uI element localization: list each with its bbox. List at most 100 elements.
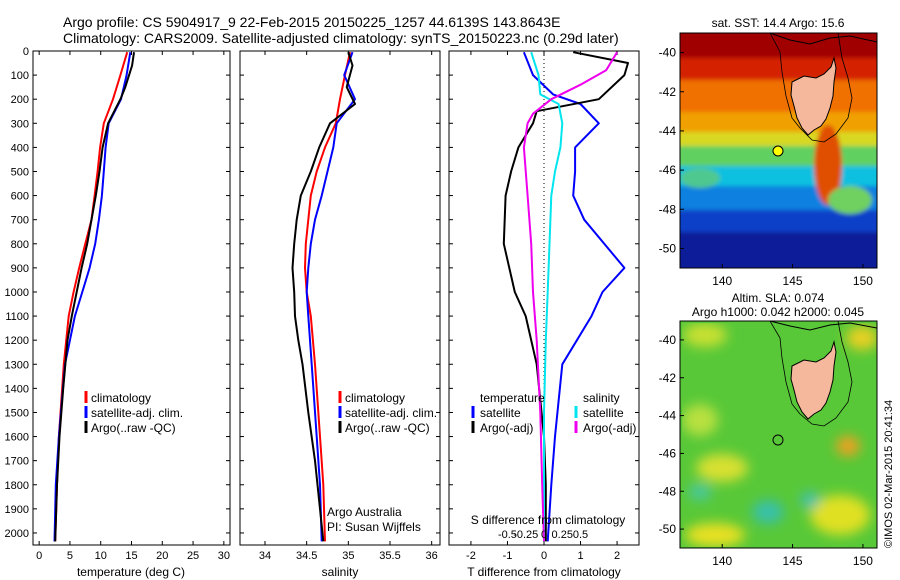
sla-orange-blob bbox=[836, 436, 860, 456]
x-tick-label: 5 bbox=[67, 550, 73, 562]
depth-tick-label: 1500 bbox=[5, 407, 29, 419]
salinity-difference-ticklabels: -0.5-0.25 0 0.25 0.5 bbox=[498, 529, 588, 541]
x-tick-label: -1 bbox=[503, 550, 513, 562]
difference-top-xlabel: S difference from climatology bbox=[471, 513, 626, 527]
x-tick-label: 1 bbox=[577, 550, 583, 562]
legend-s-satellite: satellite bbox=[583, 406, 624, 420]
difference-legend: temperature satellite Argo(-adj) salinit… bbox=[471, 391, 636, 435]
temperature-ticks: 0100200300400500600700800900100011001200… bbox=[5, 46, 230, 562]
figure-title-line1: Argo profile: CS 5904917_9 22-Feb-2015 2… bbox=[63, 14, 560, 30]
sst-map-title: sat. SST: 14.4 Argo: 15.6 bbox=[712, 16, 845, 30]
sst-argo-marker bbox=[772, 145, 784, 157]
sst-map-panel: sat. SST: 14.4 Argo: 15.6 bbox=[659, 16, 878, 288]
sst-coast-mainland bbox=[769, 33, 877, 45]
depth-tick-label: 1800 bbox=[5, 480, 29, 492]
map-y-tick-label: -46 bbox=[659, 446, 677, 460]
sla-map-title-line2: Argo h1000: 0.042 h2000: 0.045 bbox=[692, 305, 864, 319]
sla-yellow-blob bbox=[682, 404, 718, 436]
salinity-legend-argo: Argo(..raw -QC) bbox=[345, 421, 430, 435]
series-line bbox=[54, 52, 135, 542]
depth-tick-label: 1300 bbox=[5, 359, 29, 371]
map-y-tick-label: -40 bbox=[659, 333, 677, 347]
difference-panel: -2 -1 0 1 2 T difference from climatology S … bbox=[448, 50, 640, 579]
depth-tick-label: 1400 bbox=[5, 383, 29, 395]
depth-tick-label: 1100 bbox=[5, 311, 29, 323]
temperature-legend: climatology satellite-adj. clim. Argo(..… bbox=[84, 391, 183, 435]
map-y-tick-label: -44 bbox=[659, 409, 677, 423]
depth-tick-label: 2000 bbox=[5, 528, 29, 540]
sla-coast-mainland bbox=[769, 321, 877, 331]
legend-t-argo: Argo(-adj) bbox=[480, 421, 533, 435]
depth-tick-label: 0 bbox=[23, 46, 29, 58]
map-y-tick-label: -44 bbox=[659, 124, 677, 138]
series-line bbox=[522, 51, 626, 542]
sla-map-panel: Altim. SLA: 0.074 Argo h1000: 0.042 h200… bbox=[659, 291, 878, 568]
x-tick-label: -2 bbox=[466, 550, 476, 562]
salinity-legend: climatology satellite-adj. clim. Argo(..… bbox=[338, 391, 437, 435]
sla-contour bbox=[769, 321, 853, 427]
map-y-tick-label: -40 bbox=[659, 46, 677, 60]
salinity-legend-satellite: satellite-adj. clim. bbox=[345, 406, 437, 420]
legend-header-temperature: temperature bbox=[480, 391, 545, 405]
sla-map-title-line1: Altim. SLA: 0.074 bbox=[732, 291, 825, 305]
s-diff-tick-label: -0.5 bbox=[498, 529, 517, 541]
x-tick-label: 10 bbox=[95, 550, 107, 562]
map-x-tick-label: 150 bbox=[853, 274, 873, 288]
depth-tick-label: 200 bbox=[11, 94, 29, 106]
temperature-panel: 0100200300400500600700800900100011001200… bbox=[5, 46, 231, 579]
salinity-axes bbox=[239, 50, 441, 546]
legend-header-salinity: salinity bbox=[583, 391, 620, 405]
depth-tick-label: 400 bbox=[11, 142, 29, 154]
sst-green-patch2 bbox=[680, 168, 720, 188]
map-x-tick-label: 145 bbox=[783, 554, 803, 568]
series-line bbox=[530, 51, 564, 542]
sst-contour bbox=[769, 33, 853, 143]
map-x-tick-label: 140 bbox=[712, 554, 732, 568]
salinity-ticks: 34 34.5 35 35.5 36 bbox=[240, 50, 440, 562]
temperature-xlabel: temperature (deg C) bbox=[77, 565, 185, 579]
series-line bbox=[291, 51, 356, 542]
x-tick-label: 30 bbox=[218, 550, 230, 562]
x-tick-label: 0 bbox=[36, 550, 42, 562]
depth-tick-label: 600 bbox=[11, 191, 29, 203]
sla-argo-marker bbox=[772, 434, 784, 446]
s-diff-tick-label: 0.25 bbox=[552, 529, 573, 541]
depth-tick-label: 300 bbox=[11, 118, 29, 130]
sla-map-field bbox=[680, 321, 877, 548]
map-y-tick-label: -48 bbox=[659, 202, 677, 216]
depth-tick-label: 1200 bbox=[5, 335, 29, 347]
x-tick-label: 15 bbox=[125, 550, 137, 562]
sla-yellow-blob bbox=[685, 523, 745, 547]
temperature-legend-satellite: satellite-adj. clim. bbox=[91, 406, 183, 420]
map-x-tick-label: 145 bbox=[783, 274, 803, 288]
sst-map-axes bbox=[679, 32, 878, 269]
x-tick-label: 34 bbox=[259, 550, 271, 562]
x-tick-label: 36 bbox=[426, 550, 438, 562]
depth-tick-label: 1000 bbox=[5, 287, 29, 299]
temperature-lines bbox=[53, 51, 135, 542]
depth-tick-label: 1700 bbox=[5, 456, 29, 468]
temperature-legend-argo: Argo(..raw -QC) bbox=[91, 421, 176, 435]
x-tick-label: 0 bbox=[541, 550, 547, 562]
sla-map-ticks: 140 145 150 -40 -42 -44 -46 -48 -50 bbox=[659, 333, 874, 568]
s-diff-tick-label: 0.5 bbox=[573, 529, 588, 541]
depth-tick-label: 500 bbox=[11, 166, 29, 178]
salinity-lines bbox=[291, 51, 356, 542]
x-tick-label: 35.5 bbox=[379, 550, 400, 562]
difference-ticks: -2 -1 0 1 2 bbox=[449, 50, 639, 562]
salinity-xlabel: salinity bbox=[322, 565, 359, 579]
sst-warm-tongue bbox=[814, 125, 842, 205]
map-y-tick-label: -46 bbox=[659, 163, 677, 177]
x-tick-label: 35 bbox=[342, 550, 354, 562]
imos-stamp: ©IMOS 02-Mar-2015 20:41:34 bbox=[883, 400, 895, 548]
x-tick-label: 34.5 bbox=[296, 550, 317, 562]
map-x-tick-label: 140 bbox=[712, 274, 732, 288]
x-tick-label: 25 bbox=[187, 550, 199, 562]
sla-yellow-blob bbox=[683, 323, 727, 347]
temperature-legend-climatology: climatology bbox=[91, 391, 151, 405]
map-y-tick-label: -42 bbox=[659, 371, 677, 385]
legend-s-argo: Argo(-adj) bbox=[583, 421, 636, 435]
map-y-tick-label: -50 bbox=[659, 522, 677, 536]
series-line bbox=[522, 51, 618, 542]
